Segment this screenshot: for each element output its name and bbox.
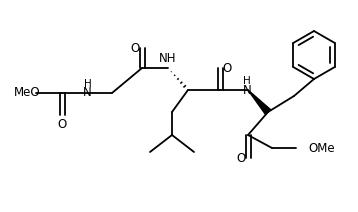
- Text: O: O: [57, 119, 67, 131]
- Text: OMe: OMe: [308, 141, 335, 155]
- Text: H: H: [243, 76, 251, 86]
- Text: O: O: [222, 61, 232, 74]
- Polygon shape: [248, 90, 271, 114]
- Text: O: O: [130, 42, 140, 54]
- Text: N: N: [243, 84, 251, 96]
- Text: O: O: [236, 152, 246, 165]
- Text: NH: NH: [159, 53, 177, 66]
- Text: N: N: [83, 86, 91, 99]
- Text: MeO: MeO: [14, 86, 40, 99]
- Text: H: H: [84, 79, 92, 89]
